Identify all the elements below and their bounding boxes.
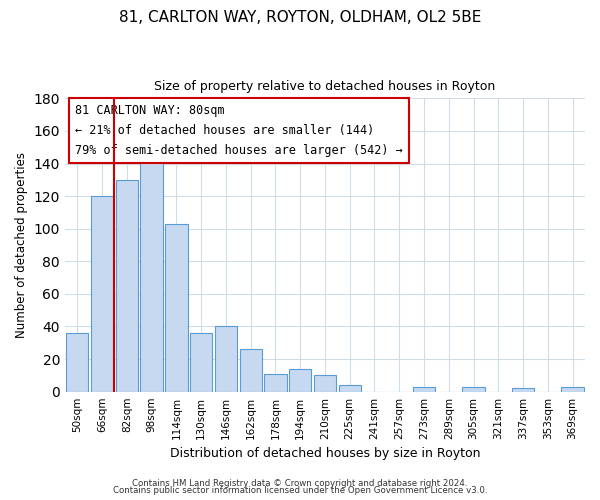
Bar [239,350,262,392]
Bar [463,387,485,392]
X-axis label: Distribution of detached houses by size in Royton: Distribution of detached houses by size … [170,447,480,460]
Y-axis label: Number of detached properties: Number of detached properties [15,152,28,338]
Bar [66,333,88,392]
Bar [264,374,287,392]
Bar [512,388,534,392]
Text: Contains HM Land Registry data © Crown copyright and database right 2024.: Contains HM Land Registry data © Crown c… [132,478,468,488]
Bar [215,326,237,392]
Bar [165,224,188,392]
Bar [338,385,361,392]
Title: Size of property relative to detached houses in Royton: Size of property relative to detached ho… [154,80,496,93]
Text: 81 CARLTON WAY: 80sqm
← 21% of detached houses are smaller (144)
79% of semi-det: 81 CARLTON WAY: 80sqm ← 21% of detached … [76,104,403,157]
Bar [562,387,584,392]
Text: 81, CARLTON WAY, ROYTON, OLDHAM, OL2 5BE: 81, CARLTON WAY, ROYTON, OLDHAM, OL2 5BE [119,10,481,25]
Bar [190,333,212,392]
Bar [314,376,336,392]
Bar [91,196,113,392]
Bar [289,369,311,392]
Text: Contains public sector information licensed under the Open Government Licence v3: Contains public sector information licen… [113,486,487,495]
Bar [116,180,138,392]
Bar [140,157,163,392]
Bar [413,387,435,392]
